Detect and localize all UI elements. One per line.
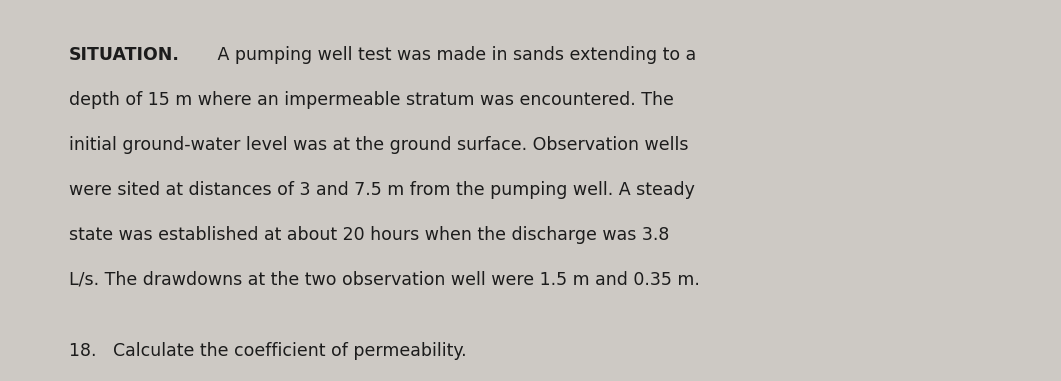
Text: L/s. The drawdowns at the two observation well were 1.5 m and 0.35 m.: L/s. The drawdowns at the two observatio… bbox=[69, 271, 700, 288]
Text: were sited at distances of 3 and 7.5 m from the pumping well. A steady: were sited at distances of 3 and 7.5 m f… bbox=[69, 181, 695, 199]
Text: SITUATION.: SITUATION. bbox=[69, 46, 180, 64]
Text: 18.   Calculate the coefficient of permeability.: 18. Calculate the coefficient of permeab… bbox=[69, 342, 467, 360]
Text: depth of 15 m where an impermeable stratum was encountered. The: depth of 15 m where an impermeable strat… bbox=[69, 91, 674, 109]
Text: initial ground-water level was at the ground surface. Observation wells: initial ground-water level was at the gr… bbox=[69, 136, 689, 154]
Text: A pumping well test was made in sands extending to a: A pumping well test was made in sands ex… bbox=[212, 46, 696, 64]
Text: state was established at about 20 hours when the discharge was 3.8: state was established at about 20 hours … bbox=[69, 226, 669, 243]
